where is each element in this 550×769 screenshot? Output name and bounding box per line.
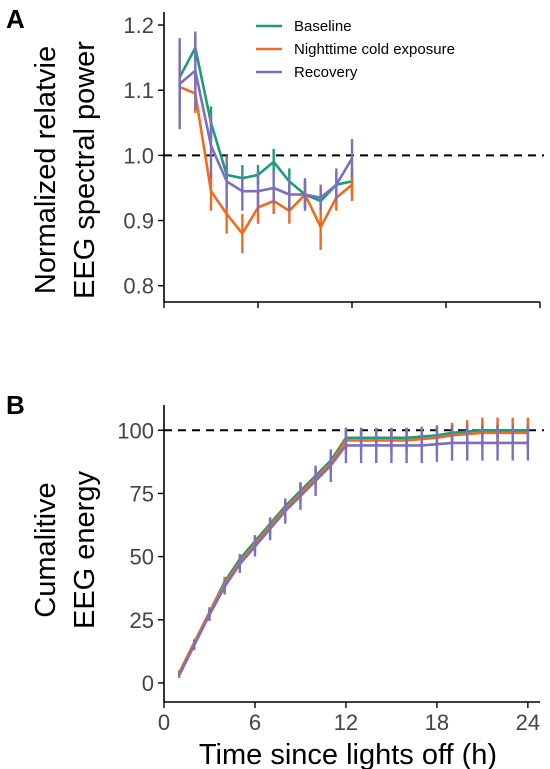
x-tick-label: 12 [334, 710, 358, 735]
x-tick-label: 6 [249, 710, 261, 735]
y-tick-label: 50 [130, 545, 154, 570]
legend-entry: Baseline [294, 18, 352, 35]
x-tick-label: 0 [158, 710, 170, 735]
legend-entry: Recovery [294, 64, 358, 81]
series-line [178, 428, 528, 674]
series-line [178, 46, 353, 203]
y-tick-label: 25 [130, 608, 154, 633]
y-tick-label: 1.0 [123, 143, 154, 168]
panel-b-label: B [6, 390, 25, 420]
y-tick-label: 100 [117, 418, 154, 443]
panel-a-label: A [6, 4, 25, 34]
y-axis-title: Cumalitive [30, 482, 62, 617]
y-tick-label: 0.9 [123, 209, 154, 234]
x-tick-label: 18 [425, 710, 449, 735]
series-recovery [177, 425, 530, 678]
series-baseline [177, 422, 530, 675]
y-tick-label: 0.8 [123, 274, 154, 299]
series-cold [178, 60, 354, 254]
x-tick-label: 24 [516, 710, 540, 735]
legend: Baseline Nighttime cold exposure Recovery [256, 18, 455, 81]
series-line [179, 85, 353, 235]
y-tick-label: 0 [142, 671, 154, 696]
legend-entry: Nighttime cold exposure [294, 41, 455, 58]
y-tick-label: 1.2 [123, 13, 154, 38]
series-line [178, 69, 354, 199]
chart-a: 0.8 0.9 1.0 1.1 1.2 Normalized relatvie EEG sp… [30, 12, 544, 308]
series-line [178, 431, 528, 674]
series-recovery [178, 31, 354, 211]
chart-b: 0 25 50 75 100 0 6 12 18 24 Cumalitive EEG energy Ti… [30, 405, 544, 769]
y-axis-title: EEG spectral power [69, 41, 101, 299]
y-axis-title: EEG energy [69, 471, 101, 629]
y-axis-title: Normalized relatvie [30, 46, 62, 294]
series-cold [177, 417, 530, 676]
y-tick-label: 1.1 [123, 78, 154, 103]
x-axis-title: Time since lights off (h) [199, 739, 497, 769]
series-line [178, 441, 528, 676]
y-tick-label: 75 [130, 481, 154, 506]
